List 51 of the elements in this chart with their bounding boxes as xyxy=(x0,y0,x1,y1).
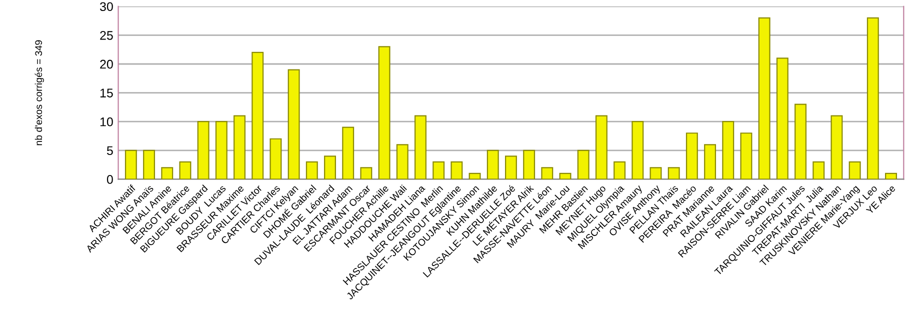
y-tick-label: 5 xyxy=(106,146,113,156)
bar xyxy=(306,161,318,180)
bar xyxy=(595,115,608,180)
bar xyxy=(396,144,408,180)
bar xyxy=(614,161,626,180)
bar xyxy=(234,115,246,180)
y-tick-label: 15 xyxy=(100,88,113,98)
bar xyxy=(215,121,228,180)
bar xyxy=(559,172,572,180)
bar xyxy=(504,156,517,180)
bar xyxy=(758,17,770,180)
bar xyxy=(541,167,554,180)
bar xyxy=(143,150,156,180)
bar xyxy=(722,121,734,180)
bar xyxy=(432,161,445,180)
bar xyxy=(794,104,807,180)
bar xyxy=(866,17,879,180)
bar xyxy=(288,69,300,180)
bar xyxy=(468,172,481,180)
bar xyxy=(270,138,282,180)
bar xyxy=(523,150,536,180)
bar xyxy=(179,161,192,180)
y-tick-label: 25 xyxy=(100,31,113,40)
bar xyxy=(252,52,264,180)
bar xyxy=(686,132,698,180)
y-tick-label: 10 xyxy=(100,117,113,126)
bar xyxy=(450,161,463,180)
bar xyxy=(650,167,662,180)
bar xyxy=(124,150,137,180)
bar xyxy=(414,115,426,180)
bar xyxy=(704,144,716,180)
bar xyxy=(668,167,680,180)
bar xyxy=(776,58,788,180)
bar xyxy=(161,167,174,180)
bar xyxy=(848,161,861,180)
bar xyxy=(830,115,843,180)
bar xyxy=(360,167,372,180)
bar xyxy=(378,46,390,180)
bar xyxy=(342,126,354,180)
y-axis-title: nb d'exos corrigés = 349 xyxy=(34,40,44,146)
y-tick-label: 20 xyxy=(100,60,113,69)
bar xyxy=(577,150,590,180)
bar xyxy=(197,121,210,180)
y-tick-label: 0 xyxy=(106,175,113,184)
bar xyxy=(632,121,644,180)
bar xyxy=(740,132,752,180)
y-tick-label: 30 xyxy=(100,2,113,12)
bar xyxy=(486,150,499,180)
bar xyxy=(324,156,336,180)
bar xyxy=(885,172,897,180)
bar xyxy=(812,161,825,180)
